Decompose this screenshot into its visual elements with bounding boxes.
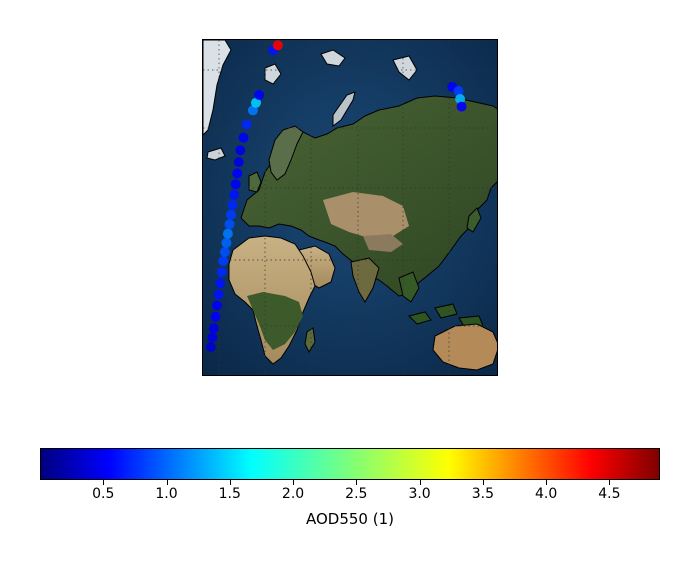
aod-point [212,300,222,311]
madagascar [304,327,316,354]
aod-point [227,199,238,210]
novaya-zemlya [332,91,356,127]
scandinavia [268,125,304,181]
map-panel [202,39,498,376]
southeast-asia [398,271,420,303]
colorbar-tick-label: 4.0 [534,486,558,502]
aod-point [226,209,236,220]
aod-point [272,40,283,51]
central-asia-desert [323,192,409,238]
aod-point [241,119,252,130]
japan-islands [466,207,482,233]
aod-point [233,157,244,168]
aod-point [224,219,235,230]
colorbar-tick-label: 3.0 [408,486,431,502]
aod-point [456,101,467,112]
aod-point [208,323,219,334]
aod-point [230,179,241,190]
colorbar-label: AOD550 (1) [305,510,394,528]
aod-point [247,105,258,116]
tibet-plateau [363,234,403,252]
aod-point [213,289,224,300]
aod-point [219,247,230,257]
aod-point [210,311,221,322]
colorbar-tick-mark [419,480,421,485]
australia-landmass [432,323,497,371]
aod-scatter-layer [205,40,467,352]
aod-point [453,86,464,96]
colorbar-tick-mark [166,480,168,485]
colorbar-tick-label: 4.5 [598,486,621,502]
aod-point [232,168,243,179]
colorbar-tick-label: 1.0 [155,486,178,502]
aod-point [222,228,233,239]
colorbar-tick-label: 3.5 [471,486,494,502]
aod-point [254,90,265,100]
colorbar-tick-mark [356,480,358,485]
aod-point [218,256,229,266]
aod-point [205,342,216,352]
aod-point [216,267,227,278]
aod-point [215,278,226,289]
aod-point [251,97,261,108]
colorbar-tick-mark [229,480,231,485]
central-africa-vegetation [247,292,303,350]
colorbar-ticks: 0.5 1.0 1.5 2.0 2.5 3.0 3.5 4.0 4.5 [40,480,660,510]
colorbar-tick-label: 1.5 [218,486,241,502]
aod-point [238,132,249,143]
colorbar [40,448,660,480]
colorbar-tick-mark [103,480,105,485]
aod-point [207,332,218,343]
satellite-map [203,40,497,375]
colorbar-tick-label: 2.5 [345,486,368,502]
colorbar-tick-mark [546,480,548,485]
colorbar-gradient [41,449,659,479]
aod-point [235,145,246,156]
colorbar-tick-mark [482,480,484,485]
colorbar-tick-label: 0.5 [92,486,115,502]
colorbar-tick-label: 2.0 [281,486,305,502]
colorbar-tick-mark [293,480,295,485]
greenland-landmass [203,40,232,136]
aod-point [221,237,232,248]
colorbar-tick-mark [609,480,611,485]
aod-point [455,94,466,104]
aod-point [229,189,240,200]
